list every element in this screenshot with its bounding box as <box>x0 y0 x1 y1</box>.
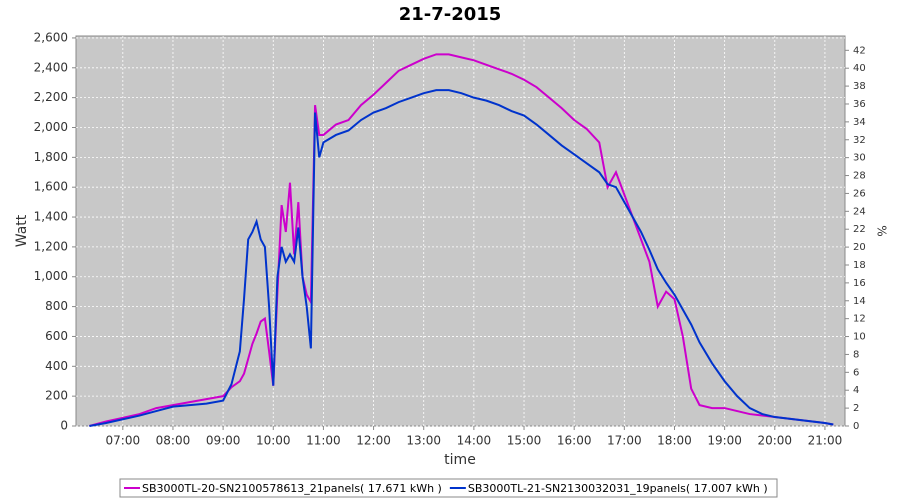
y-tick-label: 1,800 <box>34 150 68 164</box>
y-tick-label: 1,600 <box>34 180 68 194</box>
x-tick-label: 11:00 <box>306 434 341 448</box>
x-tick-label: 21:00 <box>808 434 843 448</box>
series-line <box>89 53 834 427</box>
y2-tick-label: 0 <box>853 421 859 432</box>
y2-tick-label: 8 <box>853 349 859 360</box>
y2-tick-label: 42 <box>853 45 866 56</box>
y2-tick-label: 36 <box>853 99 866 110</box>
y2-axis-label: % <box>875 225 889 236</box>
y-tick-label: 2,600 <box>34 30 68 44</box>
chart-title: 21-7-2015 <box>399 4 502 25</box>
x-tick-label: 08:00 <box>156 434 191 448</box>
x-tick-label: 10:00 <box>256 434 291 448</box>
x-tick-label: 14:00 <box>457 434 492 448</box>
legend-label: SB3000TL-20-SN2100578613_21panels( 17.67… <box>142 482 442 495</box>
y-axis-label: Watt <box>14 214 30 247</box>
x-tick-label: 07:00 <box>106 434 141 448</box>
y-tick-label: 2,000 <box>34 120 68 134</box>
y2-tick-label: 28 <box>853 171 866 182</box>
y-tick-label: 0 <box>60 419 68 433</box>
x-axis-label: time <box>444 452 476 468</box>
y-tick-label: 200 <box>45 389 68 403</box>
plot-area <box>75 35 846 427</box>
y-tick-label: 2,200 <box>34 90 68 104</box>
y2-tick-label: 40 <box>853 63 866 74</box>
series-line <box>89 89 834 427</box>
y-tick-label: 1,200 <box>34 239 68 253</box>
y2-tick-label: 38 <box>853 81 866 92</box>
y2-tick-label: 10 <box>853 332 866 343</box>
y-tick-label: 600 <box>45 329 68 343</box>
x-tick-label: 09:00 <box>206 434 241 448</box>
legend-label: SB3000TL-21-SN2130032031_19panels( 17.00… <box>468 482 768 495</box>
y-tick-label: 1,400 <box>34 210 68 224</box>
y2-tick-label: 18 <box>853 260 866 271</box>
x-tick-label: 19:00 <box>707 434 742 448</box>
y-tick-label: 800 <box>45 299 68 313</box>
y2-tick-label: 16 <box>853 278 866 289</box>
y2-tick-label: 34 <box>853 117 866 128</box>
x-tick-label: 16:00 <box>557 434 592 448</box>
y2-tick-label: 30 <box>853 153 866 164</box>
y2-tick-label: 32 <box>853 135 866 146</box>
y-tick-label: 1,000 <box>34 269 68 283</box>
x-tick-label: 18:00 <box>657 434 692 448</box>
y-tick-label: 2,400 <box>34 60 68 74</box>
y2-tick-label: 2 <box>853 403 859 414</box>
legend <box>119 478 778 498</box>
y2-tick-label: 14 <box>853 296 866 307</box>
y2-tick-label: 20 <box>853 242 866 253</box>
y2-tick-label: 12 <box>853 314 866 325</box>
x-tick-label: 13:00 <box>406 434 441 448</box>
y2-tick-label: 24 <box>853 206 866 217</box>
x-tick-label: 12:00 <box>356 434 391 448</box>
y2-tick-label: 4 <box>853 385 859 396</box>
y2-tick-label: 22 <box>853 224 866 235</box>
x-tick-label: 20:00 <box>757 434 792 448</box>
y-tick-label: 400 <box>45 359 68 373</box>
y2-tick-label: 6 <box>853 367 859 378</box>
x-tick-label: 17:00 <box>607 434 642 448</box>
y2-tick-label: 26 <box>853 188 866 199</box>
x-tick-label: 15:00 <box>507 434 542 448</box>
